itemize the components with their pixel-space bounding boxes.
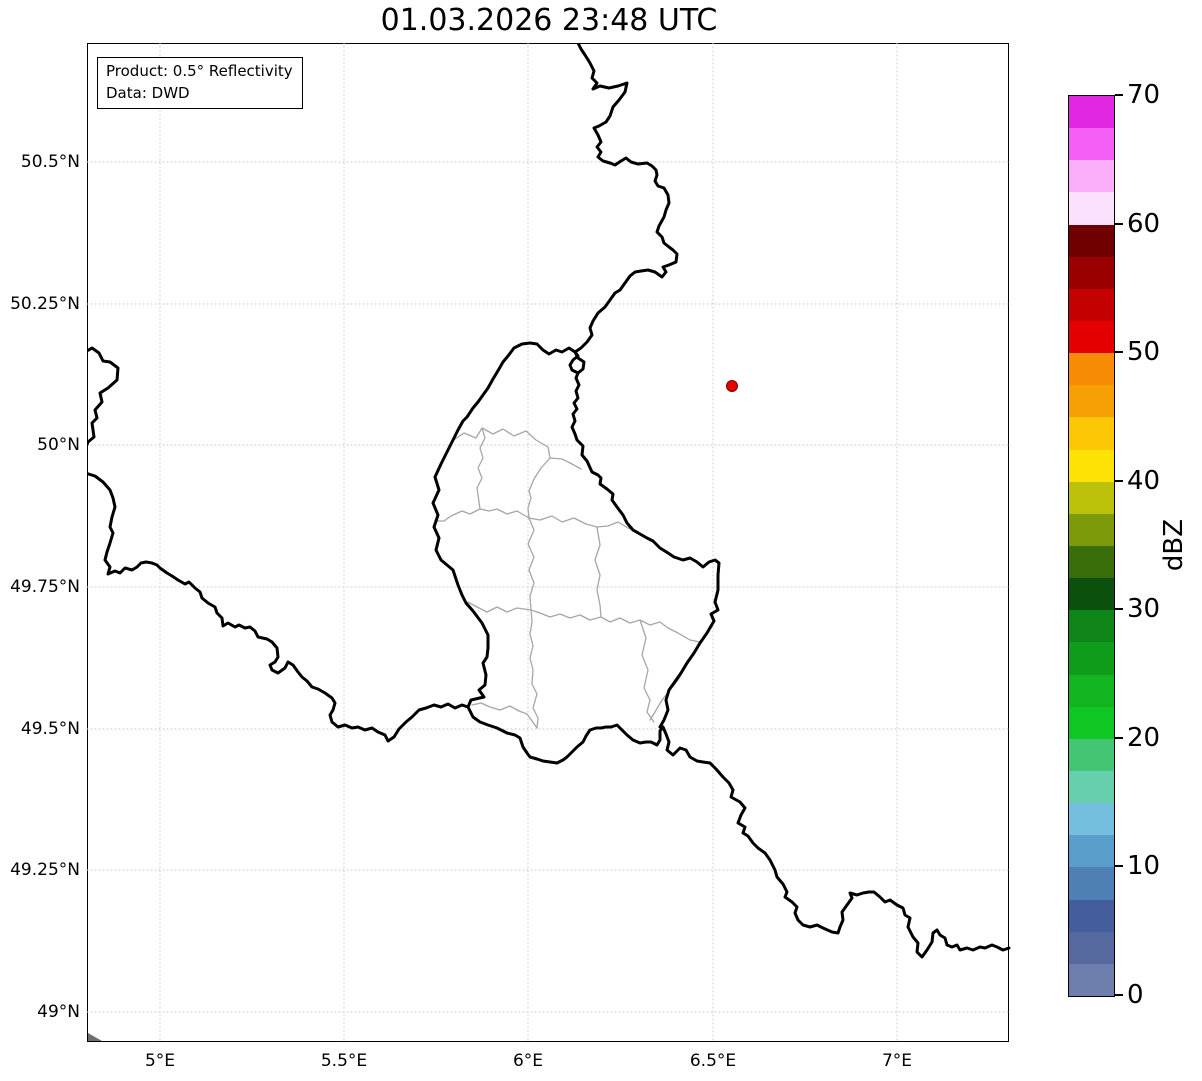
colorbar-segment [1069, 513, 1114, 546]
colorbar-axis-label: dBZ [1159, 518, 1189, 572]
x-tick-label: 6.5°E [689, 1051, 737, 1071]
colorbar-segment [1069, 288, 1114, 321]
colorbar-segment [1069, 545, 1114, 579]
colorbar-segment [1069, 96, 1114, 129]
colorbar-segment [1069, 867, 1114, 900]
colorbar-tick-mark [1115, 94, 1123, 96]
graticule-gridlines [87, 43, 1010, 1043]
colorbar-segment [1069, 481, 1114, 514]
colorbar-segment [1069, 835, 1114, 868]
product-info-box: Product: 0.5° Reflectivity Data: DWD [97, 57, 303, 109]
border-france-pocket [87, 346, 120, 449]
colorbar-segment [1069, 706, 1114, 739]
map-frame [87, 43, 1009, 1042]
colorbar-segment [1069, 610, 1114, 643]
y-tick-label: 49.5°N [20, 719, 80, 739]
colorbar-tick-mark [1115, 351, 1123, 354]
colorbar-segment [1069, 353, 1114, 386]
y-tick-label: 50.25°N [10, 294, 80, 314]
y-tick-label: 50°N [37, 435, 80, 455]
colorbar-segment [1069, 128, 1114, 161]
colorbar-segment [1069, 642, 1114, 675]
radar-location-dot [726, 380, 738, 392]
product-info-line1: Product: 0.5° Reflectivity [106, 62, 293, 80]
colorbar-tick-label: 60 [1127, 208, 1161, 239]
border-luxembourg-east [568, 350, 721, 729]
colorbar-segment [1069, 417, 1114, 450]
map-canvas [87, 43, 1011, 1043]
canton-border-lines [436, 427, 701, 729]
y-tick-label: 49.75°N [10, 577, 80, 597]
border-france-main [87, 472, 1011, 959]
colorbar-segment [1069, 385, 1114, 418]
colorbar-tick-label: 50 [1127, 337, 1161, 368]
colorbar-segment [1069, 803, 1114, 836]
corner-geometry-fragment [88, 1033, 102, 1041]
colorbar-segment [1069, 931, 1114, 964]
colorbar-segment [1069, 674, 1114, 707]
colorbar-tick-label: 20 [1127, 722, 1161, 753]
colorbar-segment [1069, 256, 1114, 289]
colorbar-tick-mark [1115, 479, 1123, 482]
x-tick-label: 6°E [512, 1051, 544, 1071]
colorbar-tick-label: 30 [1127, 594, 1161, 625]
country-border-lines [87, 43, 1011, 959]
colorbar-segment [1069, 770, 1114, 804]
colorbar-tick-mark [1115, 608, 1123, 611]
colorbar-segment [1069, 160, 1114, 193]
colorbar-tick-label: 70 [1127, 80, 1161, 110]
colorbar-tick-label: 10 [1127, 851, 1161, 882]
border-luxembourg-west [431, 341, 577, 709]
colorbar-segment [1069, 738, 1114, 771]
x-tick-label: 7°E [881, 1051, 913, 1071]
x-tick-label: 5°E [144, 1051, 176, 1071]
plot-title: 01.03.2026 23:48 UTC [380, 3, 718, 38]
colorbar-segment [1069, 578, 1114, 611]
colorbar-tick-mark [1115, 994, 1123, 996]
colorbar-tick-label: 0 [1127, 980, 1144, 1010]
y-tick-label: 50.5°N [20, 152, 80, 172]
colorbar-segment [1069, 224, 1114, 257]
colorbar-segment [1069, 320, 1114, 354]
x-tick-label: 5.5°E [320, 1051, 368, 1071]
product-info-line2: Data: DWD [106, 84, 190, 102]
colorbar-segment [1069, 899, 1114, 932]
reflectivity-colorbar [1068, 95, 1115, 997]
colorbar-tick-label: 40 [1127, 465, 1161, 496]
colorbar-tick-mark [1115, 865, 1123, 868]
colorbar-tick-mark [1115, 736, 1123, 739]
colorbar-tick-mark [1115, 222, 1123, 225]
y-tick-label: 49°N [37, 1002, 80, 1022]
border-belgium-germany [573, 43, 679, 354]
y-tick-label: 49.25°N [10, 860, 80, 880]
colorbar-segment [1069, 963, 1114, 996]
colorbar-segment [1069, 192, 1114, 225]
colorbar-segment [1069, 449, 1114, 482]
